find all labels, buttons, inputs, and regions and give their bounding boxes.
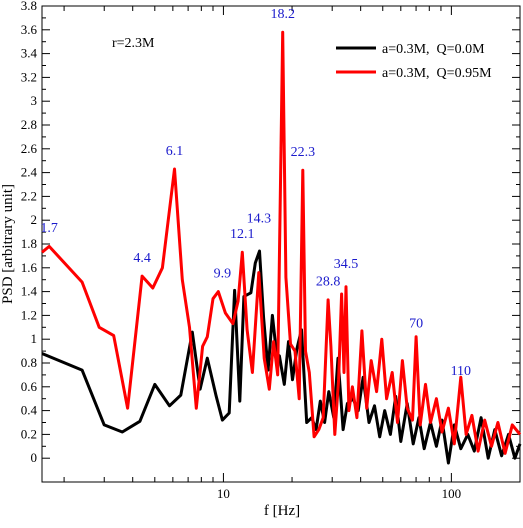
peak-label: 12.1 <box>230 227 255 242</box>
y-tick-label: 2.6 <box>21 141 38 156</box>
y-tick-label: 0.2 <box>21 426 37 441</box>
annotations-layer: 1.7 4.4 6.1 9.9 12.114.3 18.2 22.3 28.8 34.5 70 11… <box>40 7 471 379</box>
ticks-layer: 0 0.2 0.4 0.6 0.8 1 1.2 1.4 1.6 1.8 2 2.2 2.4 2.6 2.8 3… <box>21 0 521 501</box>
y-tick-label: 2 <box>31 212 38 227</box>
legend-label-q0: a=0.3M, Q=0.0M <box>382 42 485 57</box>
y-tick-label: 3.8 <box>21 0 37 13</box>
y-tick-label: 2.8 <box>21 117 37 132</box>
y-tick-label: 1.8 <box>21 236 37 251</box>
peak-label: 14.3 <box>247 212 272 227</box>
y-tick-label: 3.4 <box>21 46 38 61</box>
y-tick-label: 1.6 <box>21 260 38 275</box>
x-tick-label: 10 <box>217 486 230 501</box>
y-tick-label: 1 <box>31 331 38 346</box>
peak-label: 34.5 <box>334 257 359 272</box>
peak-label: 22.3 <box>291 145 316 160</box>
peak-label: 70 <box>409 316 423 331</box>
series-line-q0 <box>41 249 522 465</box>
y-tick-label: 0 <box>31 450 38 465</box>
x-axis-title: f [Hz] <box>264 503 300 519</box>
peak-label: 110 <box>451 364 471 379</box>
peak-label: 1.7 <box>40 221 58 236</box>
series-layer <box>41 30 522 465</box>
legend-label-q095: a=0.3M, Q=0.95M <box>382 66 492 81</box>
y-tick-label: 0.8 <box>21 355 37 370</box>
peak-label: 6.1 <box>166 144 184 159</box>
y-tick-label: 0.4 <box>21 403 38 418</box>
peak-label: 28.8 <box>316 275 341 290</box>
y-tick-label: 0.6 <box>21 379 38 394</box>
y-tick-label: 2.4 <box>21 165 38 180</box>
y-tick-label: 2.2 <box>21 188 37 203</box>
y-tick-label: 1.2 <box>21 307 37 322</box>
y-tick-label: 1.4 <box>21 284 38 299</box>
x-tick-label: 100 <box>442 486 462 501</box>
y-tick-label: 3.6 <box>21 22 38 37</box>
peak-label: 9.9 <box>214 266 232 281</box>
series-line-q095 <box>41 30 522 455</box>
peak-label: 4.4 <box>133 251 151 266</box>
y-axis-title: PSD [arbitrary unit] <box>0 184 16 304</box>
peak-label: 18.2 <box>270 7 295 22</box>
legend: a=0.3M, Q=0.0M a=0.3M, Q=0.95M <box>336 42 492 81</box>
y-tick-label: 3.2 <box>21 69 37 84</box>
r-note: r=2.3M <box>112 36 155 51</box>
y-tick-label: 3 <box>31 93 38 108</box>
